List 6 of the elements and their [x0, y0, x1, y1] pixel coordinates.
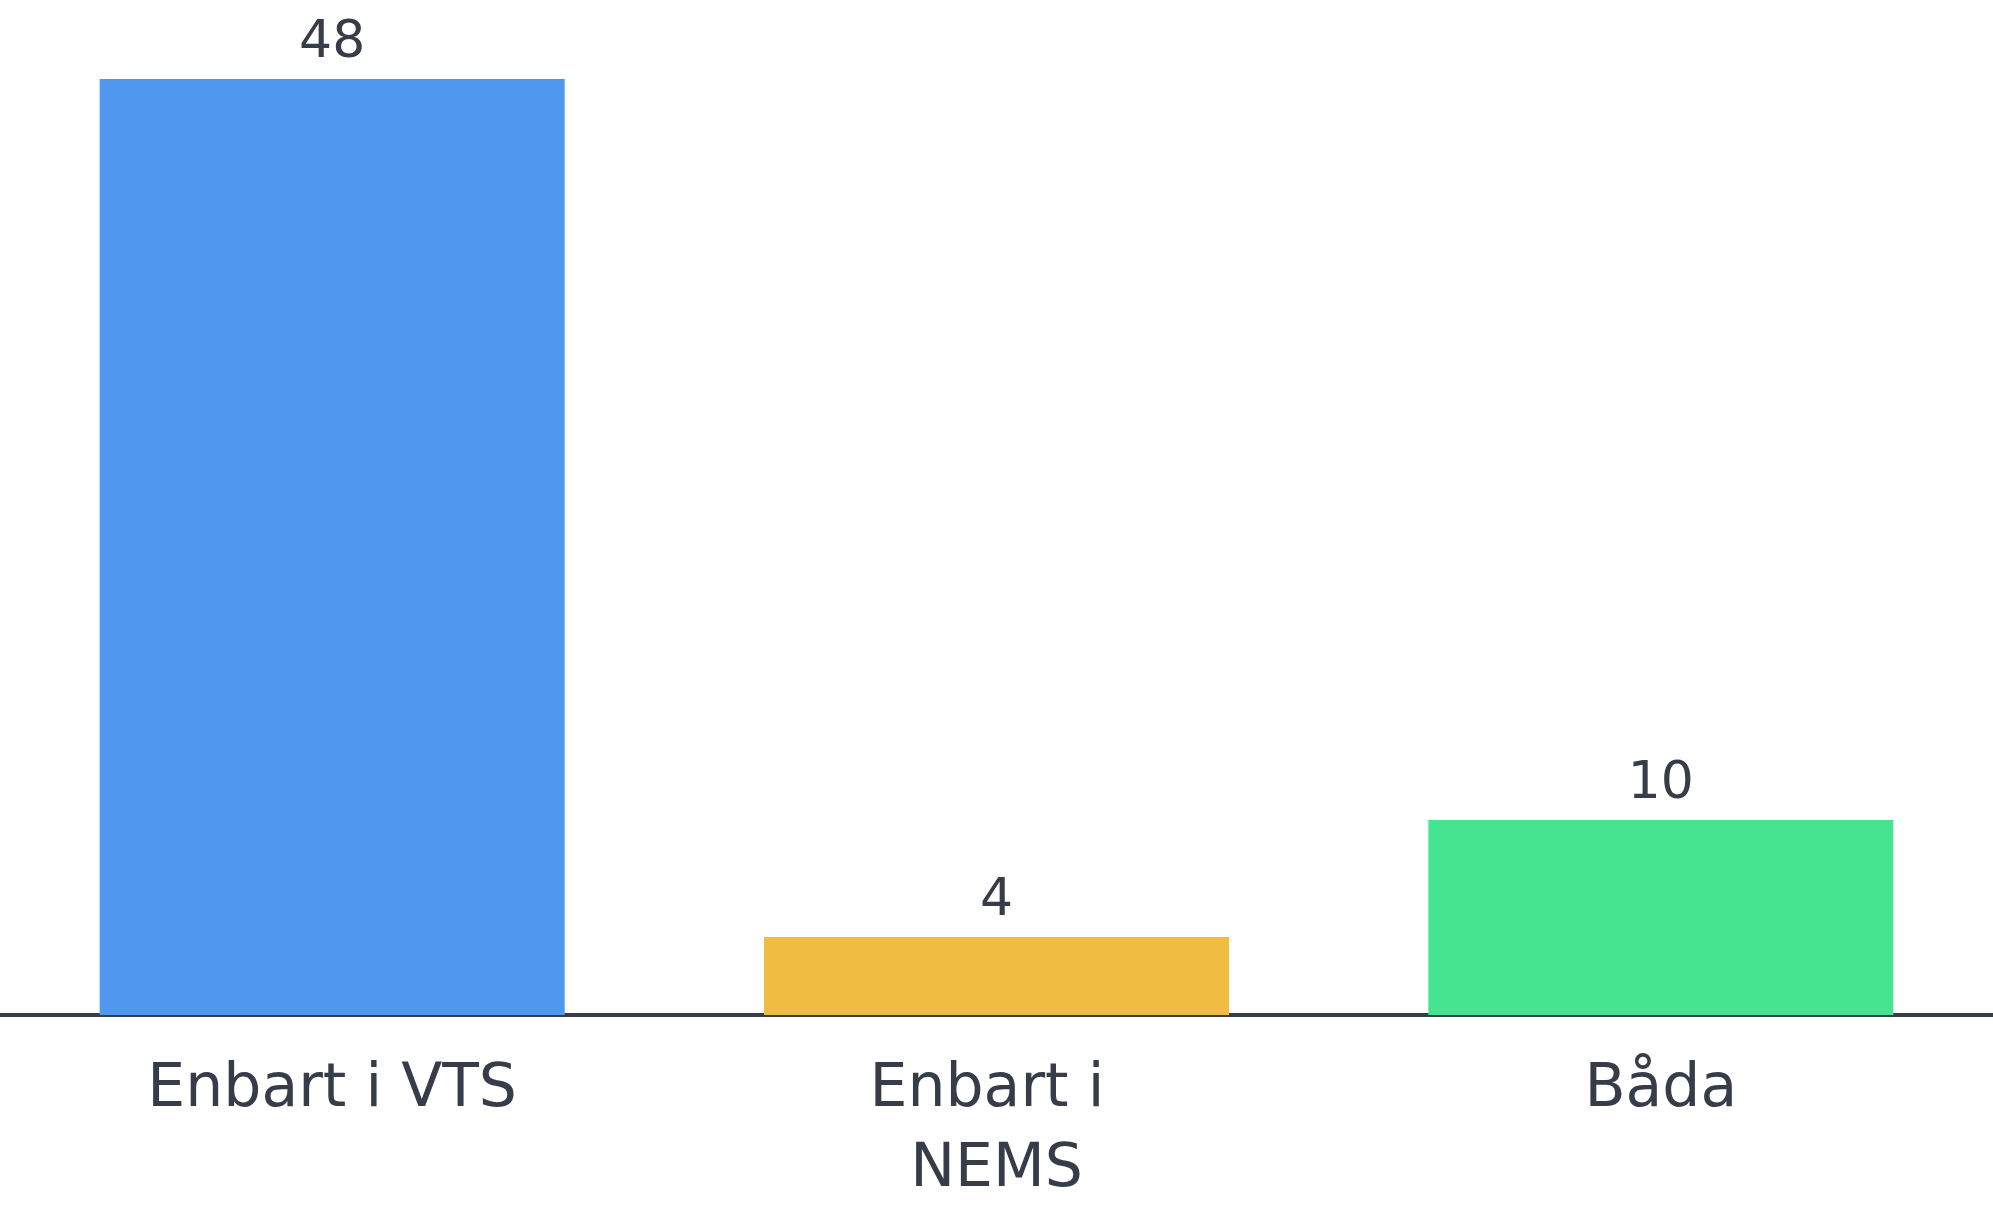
x-tick-label: Båda	[1584, 1050, 1738, 1120]
data-label: 48	[299, 9, 366, 69]
x-tick-label: Enbart i NEMS	[869, 1050, 1124, 1200]
data-label: 4	[979, 867, 1014, 927]
x-tick-label: Enbart i VTS	[147, 1050, 517, 1120]
data-label: 10	[1627, 750, 1694, 810]
